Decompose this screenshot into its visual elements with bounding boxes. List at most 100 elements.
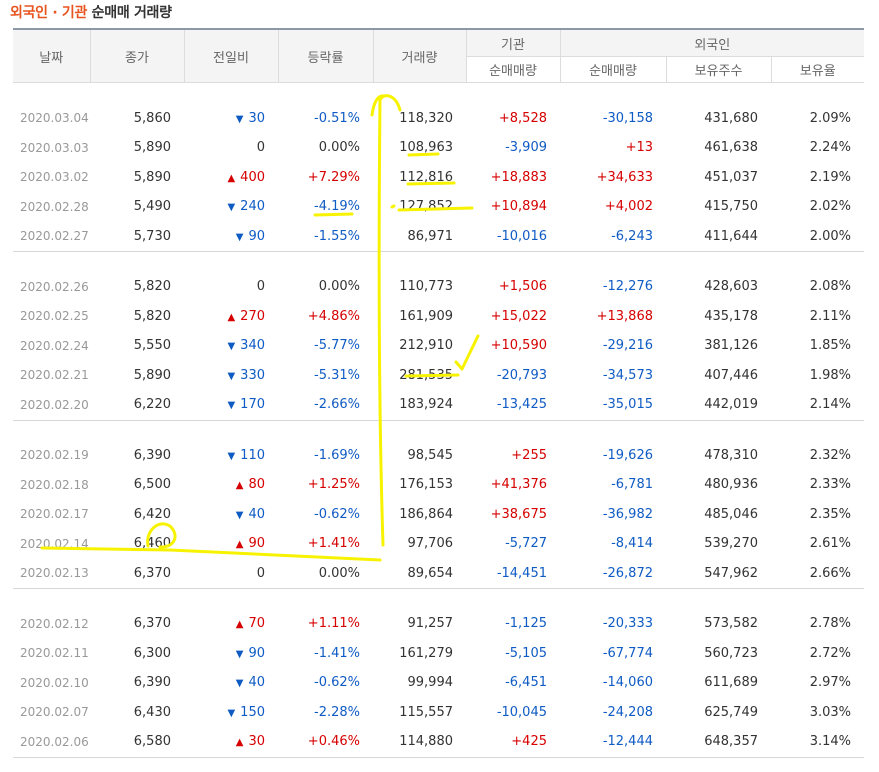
cell-close: 6,370 — [133, 616, 171, 632]
cell-change: 0 — [256, 140, 265, 156]
cell-rate: -2.28% — [314, 704, 360, 720]
cell-ratio: 2.11% — [809, 308, 852, 324]
table-row: 2020.02.13 6,370 0 0.00% 89,654 -14,451 -26,87… — [13, 559, 864, 589]
cell-foreign-net: -30,158 — [602, 110, 653, 126]
group-divider — [13, 419, 865, 441]
col-group-institution: 기관 — [466, 28, 561, 57]
cell-volume: 115,557 — [399, 704, 453, 720]
col-rate: 등락률 — [278, 28, 374, 83]
cell-date: 2020.02.21 — [20, 368, 89, 383]
cell-ratio: 2.00% — [809, 228, 852, 244]
cell-foreign-net: -6,243 — [611, 228, 653, 244]
cell-date: 2020.02.14 — [20, 536, 89, 551]
cell-inst-net: -1,125 — [505, 616, 547, 632]
table-spacer — [13, 83, 864, 104]
cell-holdings: 648,357 — [666, 727, 771, 758]
cell-change: ▼ 40 — [235, 675, 265, 691]
cell-date: 2020.02.28 — [20, 199, 89, 214]
cell-inst-net: +38,675 — [490, 506, 547, 522]
cell-rate: -4.19% — [314, 199, 360, 215]
col-inst-net: 순매매량 — [466, 56, 561, 83]
cell-rate: +0.46% — [278, 727, 373, 758]
cell-change: ▲ 270 — [227, 308, 265, 324]
cell-foreign-net: -19,626 — [602, 447, 653, 463]
cell-change: 0 — [256, 279, 265, 295]
cell-foreign-net: +13 — [625, 140, 653, 156]
cell-close: 6,430 — [133, 704, 171, 720]
col-foreign-ratio: 보유율 — [771, 56, 865, 83]
triangle-down-icon: ▼ — [235, 509, 244, 521]
triangle-up-icon: ▲ — [227, 311, 236, 323]
cell-foreign-net: -12,276 — [602, 279, 653, 295]
col-foreign-net: 순매매량 — [560, 56, 667, 83]
cell-holdings: 415,750 — [704, 199, 758, 215]
cell-rate: +4.86% — [307, 308, 360, 324]
cell-holdings: 573,582 — [704, 616, 758, 632]
cell-holdings: 435,178 — [704, 308, 758, 324]
cell-inst-net: +41,376 — [490, 477, 547, 493]
cell-inst-net: +10,894 — [490, 199, 547, 215]
cell-volume: 89,654 — [407, 565, 454, 581]
cell-ratio: 2.78% — [809, 616, 852, 632]
cell-rate: +1.11% — [307, 616, 360, 632]
cell-inst-net: +18,883 — [490, 169, 547, 185]
cell-foreign-net: -29,216 — [602, 338, 653, 354]
cell-close: 5,860 — [133, 110, 171, 126]
cell-change: ▼ 330 — [227, 367, 265, 383]
table-row: 2020.02.07 6,430 ▼ 150 -2.28% 115,557 -10,045 -… — [13, 698, 864, 728]
cell-volume: 86,971 — [407, 228, 454, 244]
triangle-up-icon: ▲ — [235, 737, 244, 749]
table-row: 2020.02.24 5,550 ▼ 340 -5.77% 212,910 +10,590 -… — [13, 331, 864, 361]
cell-rate: 0.00% — [318, 279, 360, 295]
cell-date: 2020.03.03 — [20, 140, 89, 155]
cell-foreign-net: -34,573 — [602, 367, 653, 383]
cell-rate: -0.51% — [314, 110, 360, 126]
cell-rate: -0.62% — [314, 675, 360, 691]
cell-change: ▼ 40 — [235, 506, 265, 522]
cell-date: 2020.03.02 — [20, 170, 89, 185]
cell-ratio: 2.32% — [809, 447, 852, 463]
triangle-up-icon: ▲ — [235, 539, 244, 551]
cell-ratio: 2.97% — [809, 675, 852, 691]
cell-ratio: 3.03% — [809, 704, 852, 720]
cell-rate: 0.00% — [318, 565, 360, 581]
cell-volume: 186,864 — [399, 506, 453, 522]
cell-rate: -0.62% — [314, 506, 360, 522]
table-row: 2020.02.18 6,500 ▲ 80 +1.25% 176,153 +41,376 -6… — [13, 470, 864, 500]
cell-close: 6,460 — [133, 536, 171, 552]
cell-inst-net: -5,727 — [505, 536, 547, 552]
cell-holdings: 442,019 — [704, 397, 758, 413]
cell-close: 5,890 — [133, 140, 171, 156]
col-foreign-holdings: 보유주수 — [666, 56, 772, 83]
cell-change: ▲ 30 — [184, 727, 278, 758]
cell-inst-net: -3,909 — [505, 140, 547, 156]
cell-volume: 281,535 — [399, 367, 453, 383]
triangle-down-icon: ▼ — [227, 400, 236, 412]
cell-rate: -1.41% — [314, 645, 360, 661]
cell-ratio: 2.66% — [809, 565, 852, 581]
col-change: 전일비 — [184, 28, 279, 83]
triangle-up-icon: ▲ — [235, 619, 244, 631]
table-row: 2020.02.14 6,460 ▲ 90 +1.41% 97,706 -5,727 -8,4… — [13, 529, 864, 559]
cell-foreign-net: -12,444 — [560, 727, 666, 758]
cell-rate: -5.77% — [314, 338, 360, 354]
cell-foreign-net: -14,060 — [602, 675, 653, 691]
cell-volume: 161,909 — [399, 308, 453, 324]
cell-holdings: 485,046 — [704, 506, 758, 522]
cell-foreign-net: -67,774 — [602, 645, 653, 661]
cell-rate: -1.55% — [314, 228, 360, 244]
triangle-down-icon: ▼ — [227, 202, 236, 214]
cell-holdings: 611,689 — [704, 675, 758, 691]
cell-inst-net: -5,105 — [505, 645, 547, 661]
cell-close: 6,300 — [133, 645, 171, 661]
trading-table: 날짜 종가 전일비 등락률 거래량 기관 외국인 순매매량 순매매량 보유주수 … — [13, 28, 865, 758]
cell-close: 6,500 — [133, 477, 171, 493]
cell-holdings: 480,936 — [704, 477, 758, 493]
cell-holdings: 431,680 — [704, 110, 758, 126]
table-row: 2020.02.17 6,420 ▼ 40 -0.62% 186,864 +38,675 -3… — [13, 500, 864, 530]
triangle-down-icon: ▼ — [235, 648, 244, 660]
cell-rate: -5.31% — [314, 367, 360, 383]
table-row: 2020.02.12 6,370 ▲ 70 +1.11% 91,257 -1,125 -20,… — [13, 609, 864, 639]
cell-foreign-net: -35,015 — [602, 397, 653, 413]
cell-date: 2020.02.24 — [20, 338, 89, 353]
